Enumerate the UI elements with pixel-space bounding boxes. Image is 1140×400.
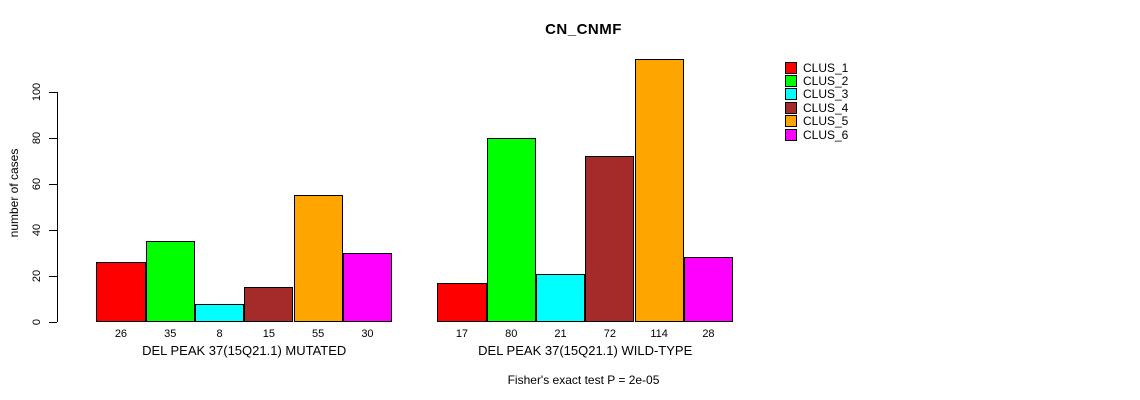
legend-swatch [785, 61, 797, 74]
y-tick-label: 20 [31, 269, 43, 283]
bar-value-label: 35 [164, 328, 177, 340]
bar-value-label: 80 [505, 328, 518, 340]
bar-value-label: 21 [554, 328, 567, 340]
bar [486, 137, 536, 322]
legend-item: CLUS_3 [785, 88, 848, 101]
legend-item: CLUS_5 [785, 115, 848, 128]
bar [194, 303, 245, 322]
bar [585, 156, 635, 322]
legend-label: CLUS_4 [803, 100, 849, 115]
bar [683, 257, 734, 322]
legend-swatch [785, 101, 797, 114]
y-tick-label: 60 [31, 177, 43, 190]
legend-label: CLUS_5 [803, 114, 849, 129]
legend-item: CLUS_1 [785, 61, 848, 74]
legend-swatch [785, 115, 797, 128]
legend-item: CLUS_6 [785, 128, 848, 141]
bar-value-label: 30 [361, 328, 374, 340]
y-tick [49, 183, 57, 185]
bar-value-label: 15 [262, 328, 275, 340]
y-tick [49, 91, 57, 93]
y-tick [49, 229, 57, 231]
legend-swatch [785, 75, 797, 88]
bar [634, 59, 684, 322]
legend-swatch [785, 128, 797, 141]
bar [342, 252, 393, 322]
y-tick [49, 275, 57, 277]
bar-value-label: 28 [702, 328, 715, 340]
legend-item: CLUS_4 [785, 101, 848, 114]
y-tick-label: 80 [31, 131, 43, 144]
chart-title: CN_CNMF [545, 21, 622, 38]
bar [535, 273, 586, 322]
y-tick-label: 40 [31, 223, 43, 236]
category-label: DEL PEAK 37(15Q21.1) MUTATED [142, 343, 347, 358]
bar-value-label: 26 [114, 328, 128, 340]
legend-label: CLUS_1 [803, 60, 849, 75]
bar [293, 195, 343, 322]
y-axis [57, 91, 58, 322]
legend-swatch [785, 88, 797, 101]
y-axis-label: number of cases [7, 148, 21, 238]
legend-item: CLUS_2 [785, 74, 849, 89]
category-label: DEL PEAK 37(15Q21.1) WILD-TYPE [478, 343, 693, 358]
bar-value-label: 17 [455, 328, 469, 340]
y-tick [49, 322, 57, 323]
bar-value-label: 8 [216, 328, 223, 340]
y-tick-label: 0 [31, 318, 43, 326]
bar [96, 262, 146, 322]
legend: CLUS_1 CLUS_2 CLUS_3 CLUS_4 CLUS_5 CLUS_6 [785, 61, 848, 141]
bar-value-label: 114 [650, 328, 668, 340]
legend-label: CLUS_2 [803, 74, 849, 89]
bar-value-label: 55 [312, 328, 325, 340]
bar [437, 282, 487, 322]
legend-label: CLUS_3 [803, 87, 849, 102]
annotation-text: Fisher's exact test P = 2e-05 [507, 373, 660, 387]
legend-label: CLUS_6 [803, 127, 849, 142]
y-tick [49, 137, 57, 139]
bar [244, 287, 294, 322]
y-tick-label: 100 [31, 82, 43, 101]
bar [145, 241, 195, 322]
bar-value-label: 72 [603, 328, 616, 340]
